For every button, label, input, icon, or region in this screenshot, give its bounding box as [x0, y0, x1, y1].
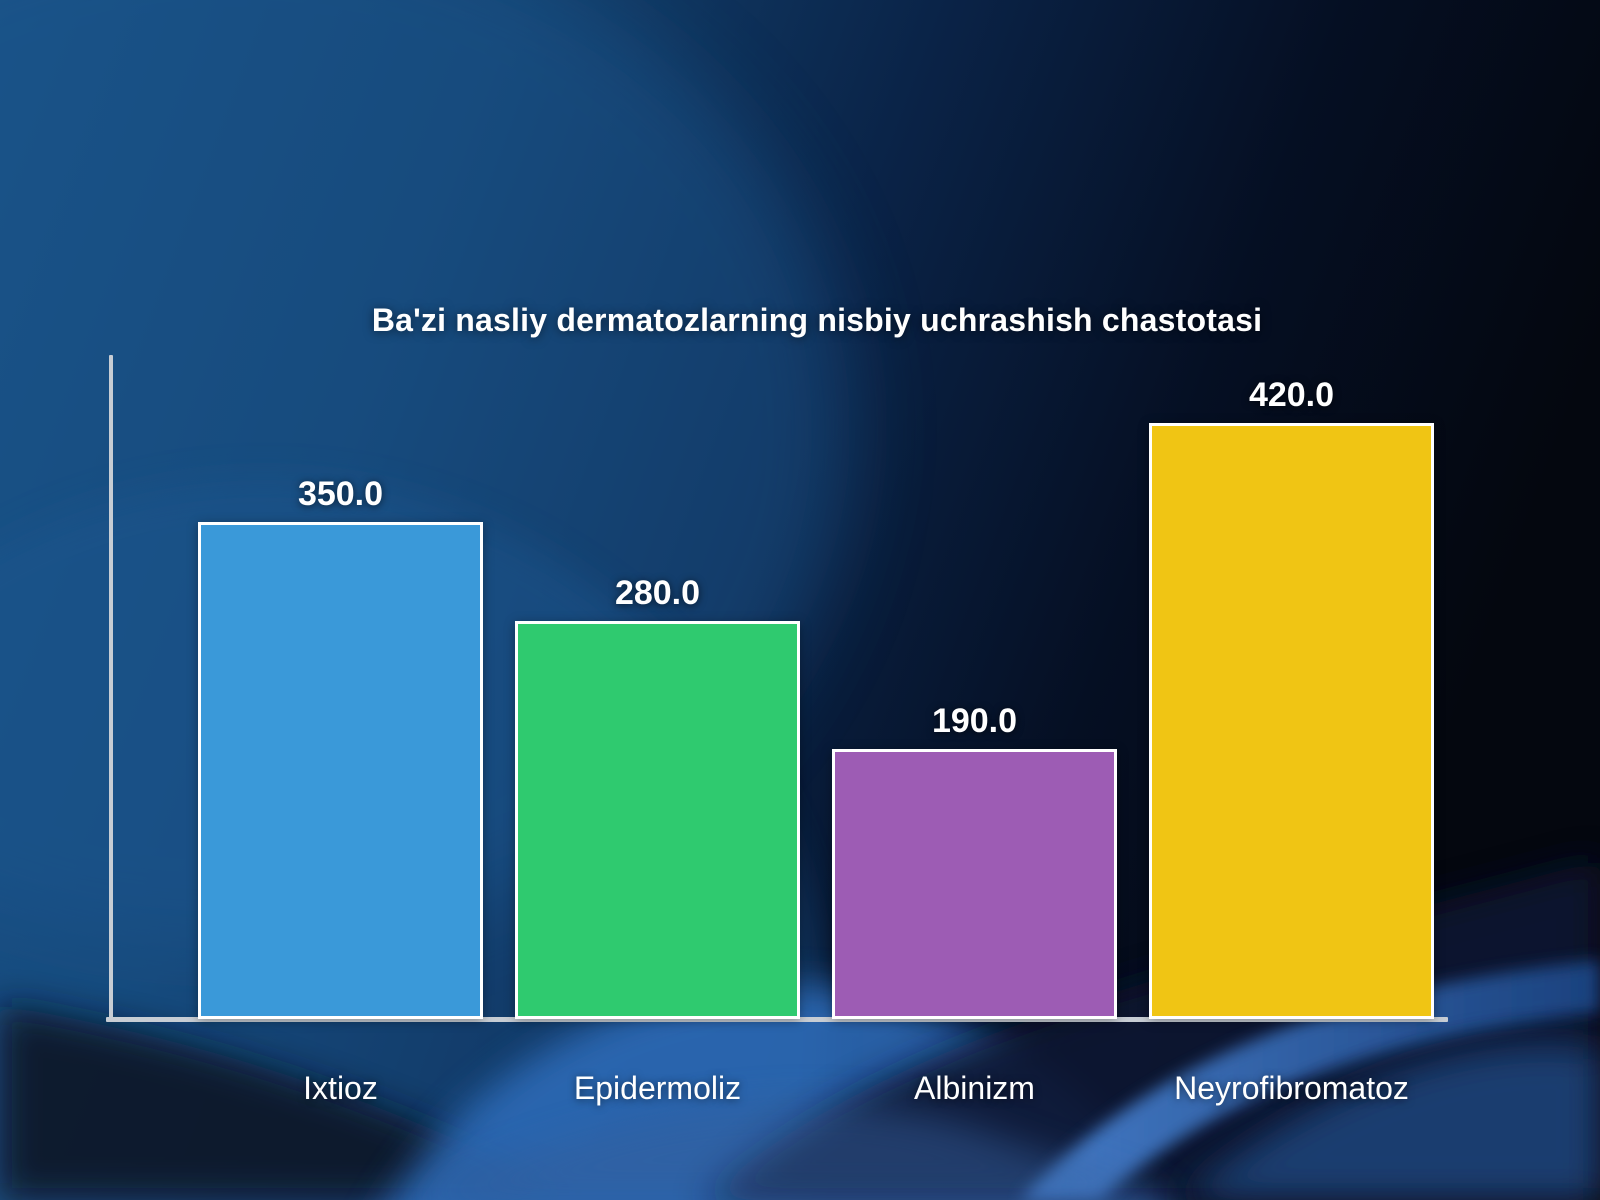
- bar-value-label: 190.0: [931, 702, 1018, 740]
- bar-category-label: Neyrofibromatoz: [1174, 1070, 1409, 1106]
- bar-value-label: 350.0: [297, 475, 384, 513]
- bar-value-label: 420.0: [1248, 376, 1335, 414]
- bar-epidermoliz: [515, 621, 800, 1019]
- bar-albinizm: [832, 749, 1117, 1019]
- bar-ixtioz: [198, 522, 483, 1019]
- bar-value-label: 280.0: [614, 574, 701, 612]
- bar-neyrofibromatoz: [1149, 423, 1434, 1019]
- x-axis-line: [106, 1017, 1448, 1022]
- background-mid-band: [420, 1103, 1180, 1200]
- bar-category-label: Epidermoliz: [573, 1070, 742, 1106]
- background-corner-wave: [1180, 1045, 1600, 1200]
- background-bright-streak: [1020, 960, 1600, 1200]
- chart-title: Ba'zi nasliy dermatozlarning nisbiy uchr…: [371, 302, 1263, 338]
- y-axis-line: [109, 355, 113, 1021]
- bar-category-label: Ixtioz: [303, 1070, 378, 1106]
- bar-category-label: Albinizm: [914, 1070, 1035, 1106]
